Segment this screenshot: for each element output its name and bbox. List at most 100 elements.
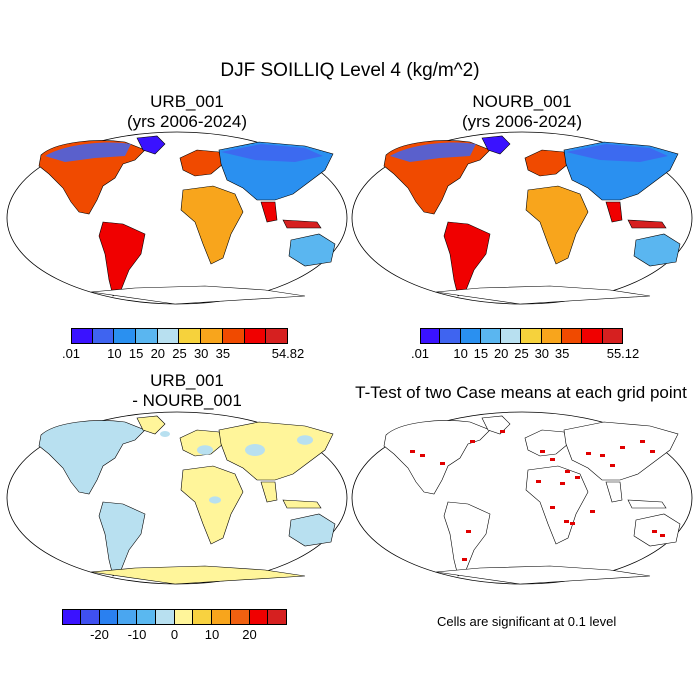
colorbar-nourb-swatch [420,328,441,344]
colorbar-nourb-label: 25 [514,346,529,361]
panel-title-urb: URB_001 (yrs 2006-2024) [17,92,357,132]
colorbar-nourb-swatch [541,328,563,344]
colorbar-diff-swatch [174,609,194,625]
colorbar-diff-swatch [193,609,212,625]
continent-europe [179,149,224,177]
significant-cell [560,482,565,485]
continent-india-se [260,201,278,223]
significant-cell [440,462,445,465]
colorbar-urb-labels: .01 10 15 20 25 30 35 54.82 [62,346,304,362]
continent-australia [288,233,336,267]
negative-difference-patch [297,435,313,445]
colorbar-diff [62,609,287,625]
colorbar-diff-swatch [249,609,269,625]
continent-greenland [481,415,511,435]
high-latitude-region [390,142,476,162]
colorbar-nourb-swatch [501,328,522,344]
colorbar-nourb-label: 10 [453,346,468,361]
colorbar-nourb-label: .01 [410,346,430,361]
colorbar-urb-swatch [222,328,245,344]
significant-cell [575,476,580,479]
colorbar-diff-label: 10 [204,627,220,642]
figure-title: DJF SOILLIQ Level 4 (kg/m^2) [220,60,480,81]
colorbar-diff-swatch [80,609,100,625]
continent-indonesia [627,499,667,509]
significant-cell [660,534,665,537]
map-nourb [351,131,693,305]
continent-greenland [481,135,511,155]
significant-cell [550,506,555,509]
colorbar-urb-label: .01 [61,346,81,361]
continent-australia [633,233,681,267]
colorbar-diff-swatch [155,609,175,625]
continent-antarctica [90,565,306,585]
significant-cell [500,430,505,433]
colorbar-diff-swatch [137,609,156,625]
significant-cell [610,464,615,467]
colorbar-nourb-swatch [602,328,623,344]
colorbar-urb-swatch [92,328,115,344]
continent-north-america [383,420,491,495]
continent-indonesia [627,219,667,229]
significance-note: Cells are significant at 0.1 level [437,614,617,629]
significant-cell [586,452,591,455]
panel-title-nourb: NOURB_001 (yrs 2006-2024) [352,92,692,132]
colorbar-diff-swatch [268,609,287,625]
continent-africa [525,185,589,265]
colorbar-urb-label: 30 [193,346,209,361]
significant-cell [570,522,575,525]
negative-difference-patch [98,445,112,455]
significant-cell [564,520,569,523]
colorbar-urb-label: 54.82 [271,346,305,361]
significant-cell [620,446,625,449]
colorbar-nourb-swatch [521,328,542,344]
colorbar-urb-swatch [179,328,202,344]
colorbar-urb [71,328,288,344]
colorbar-nourb-swatch [440,328,461,344]
continent-antarctica [435,285,651,305]
colorbar-urb-swatch [71,328,93,344]
panel-title-diff-line1: URB_001 [150,371,224,390]
significant-cell [652,530,657,533]
colorbar-diff-label: -10 [127,627,147,642]
continent-greenland [136,415,166,435]
panel-title-urb-line2: (yrs 2006-2024) [126,112,247,131]
continent-africa [180,185,244,265]
colorbar-urb-swatch [266,328,288,344]
colorbar-diff-labels: -20 -10 0 10 20 [62,627,287,643]
map-urb [6,131,348,305]
colorbar-nourb-label: 55.12 [606,346,640,361]
significant-cell [650,450,655,453]
map-diff [6,411,348,585]
significant-cell [536,480,541,483]
high-latitude-region [45,142,131,162]
colorbar-urb-label: 10 [107,346,122,361]
colorbar-diff-label: 20 [242,627,257,642]
colorbar-diff-swatch [230,609,250,625]
significant-cell [640,440,645,443]
colorbar-nourb-label: 20 [493,346,509,361]
significant-cell [470,440,475,443]
panel-title-nourb-line2: (yrs 2006-2024) [461,112,582,131]
panel-title-ttest-line1: T-Test of two Case means at each grid po… [355,383,687,402]
significant-cell [590,510,595,513]
continent-europe [524,429,569,457]
colorbar-urb-swatch [136,328,158,344]
colorbar-urb-label: 20 [150,346,166,361]
colorbar-diff-swatch [99,609,119,625]
colorbar-urb-swatch [244,328,267,344]
panel-title-diff: URB_001 - NOURB_001 [17,371,357,411]
significant-cell [420,454,425,457]
negative-difference-patch [209,496,221,504]
continent-europe [524,149,569,177]
continent-greenland [136,135,166,155]
significant-cell [550,458,555,461]
map-ttest [351,411,693,585]
continent-antarctica [90,285,306,305]
colorbar-nourb-swatch [480,328,502,344]
colorbar-urb-swatch [201,328,223,344]
continent-asia [563,421,679,481]
continent-indonesia [282,499,322,509]
continent-north-america [38,420,146,495]
colorbar-urb-label: 25 [172,346,187,361]
